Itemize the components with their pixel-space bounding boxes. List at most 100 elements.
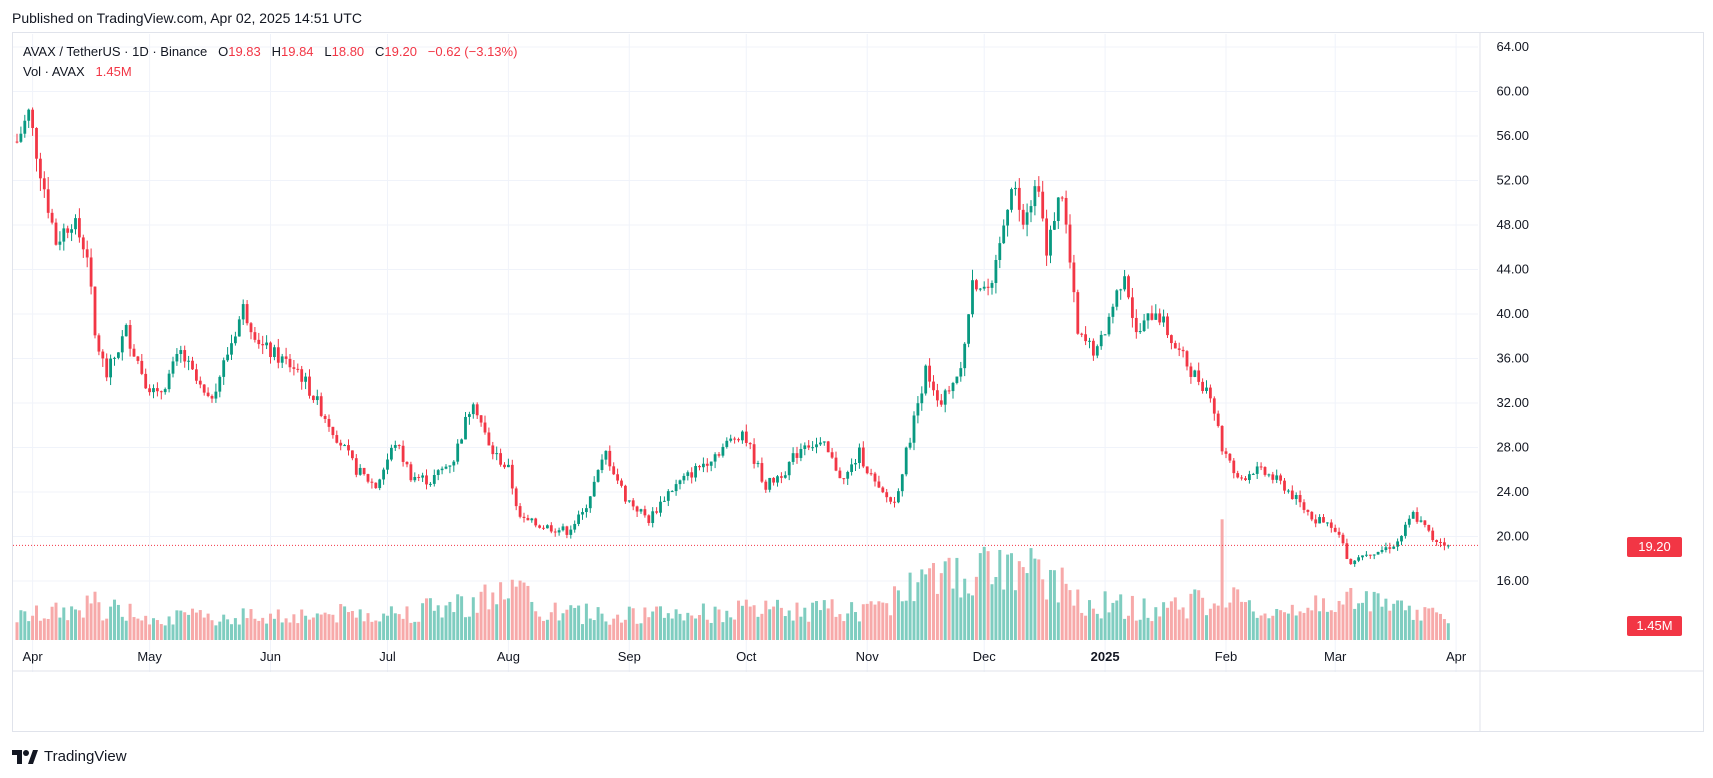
volume-bar (604, 621, 608, 640)
volume-bar (1318, 611, 1322, 640)
candle-body (292, 367, 296, 369)
volume-bar (935, 593, 939, 640)
candle-body (417, 476, 421, 478)
volume-bar (1431, 607, 1435, 640)
volume-bar (1002, 589, 1006, 640)
volume-bar (140, 620, 144, 640)
candle-body (612, 466, 616, 475)
volume-bar (171, 624, 175, 640)
candle-body (920, 393, 924, 404)
volume-bar (616, 614, 620, 640)
candle-body (651, 511, 655, 523)
candle-body (787, 461, 791, 476)
y-tick-label: 32.00 (1496, 395, 1529, 410)
x-tick-label: Jun (260, 649, 281, 664)
candle-body (15, 141, 19, 143)
candle-body (822, 441, 826, 443)
volume-bar (382, 613, 386, 640)
y-tick-label: 20.00 (1496, 529, 1529, 544)
volume-bar (1325, 611, 1329, 640)
candle-body (1337, 531, 1341, 535)
candle-body (690, 472, 694, 478)
candle-body (487, 432, 491, 446)
candle-body (1275, 475, 1279, 480)
candle-body (998, 243, 1002, 261)
volume-bar (280, 622, 284, 640)
candle-body (23, 120, 27, 134)
volume-bar (1244, 602, 1247, 640)
candle-body (756, 463, 760, 465)
y-tick-label: 52.00 (1496, 173, 1529, 188)
volume-bar (643, 607, 647, 640)
candle-body (405, 461, 409, 465)
volume-bar (425, 598, 428, 640)
volume-bar (74, 609, 77, 640)
volume-bar (694, 618, 698, 640)
volume-bar (514, 586, 518, 640)
volume-label[interactable]: Vol · AVAX (23, 64, 85, 79)
candle-body (85, 249, 89, 258)
candle-body (1111, 306, 1115, 317)
candle-body (1443, 542, 1446, 546)
candle-body (187, 360, 190, 362)
volume-bar (959, 597, 963, 640)
volume-bar (561, 613, 565, 640)
volume-bar (998, 549, 1002, 640)
candle-body (152, 388, 155, 393)
tradingview-brand[interactable]: TradingView (12, 748, 127, 765)
volume-bar (471, 597, 475, 640)
candle-body (986, 286, 990, 288)
candle-body (971, 280, 974, 315)
candle-body (27, 109, 31, 121)
candle-body (1298, 495, 1302, 503)
volume-bar (101, 620, 105, 640)
candle-body (261, 344, 265, 346)
volume-bar (467, 616, 471, 640)
volume-bar (479, 591, 483, 640)
candle-body (795, 453, 799, 458)
volume-bar (167, 616, 171, 640)
candle-body (655, 511, 658, 513)
candle-body (534, 518, 538, 526)
candle-body (1365, 554, 1368, 556)
candle-body (191, 360, 194, 370)
candle-body (312, 395, 315, 401)
volume-bar (230, 624, 233, 640)
volume-bar (38, 620, 42, 640)
candle-body (639, 509, 643, 512)
volume-bar (194, 612, 198, 640)
volume-bar (1400, 600, 1403, 640)
candle-body (916, 403, 920, 416)
volume-bar (245, 618, 249, 640)
candle-body (1064, 197, 1068, 225)
x-tick-label: Oct (736, 649, 757, 664)
candle-body (1251, 473, 1255, 475)
volume-bar (971, 595, 974, 640)
candle-body (959, 368, 963, 377)
volume-bar (803, 607, 807, 640)
candle-body (393, 445, 397, 448)
volume-bar (608, 624, 612, 640)
candle-body (460, 439, 463, 444)
candle-body (409, 464, 413, 481)
volume-bar (924, 574, 928, 640)
candle-body (1134, 317, 1138, 333)
volume-bar (66, 620, 70, 640)
volume-bar (955, 557, 959, 640)
candle-body (1158, 313, 1162, 323)
volume-bar (666, 613, 670, 640)
candle-body (319, 396, 323, 416)
candle-body (620, 480, 623, 486)
symbol-label[interactable]: AVAX / TetherUS · 1D · Binance (23, 44, 208, 59)
x-tick-label: Sep (618, 649, 641, 664)
candle-body (304, 376, 307, 382)
candle-body (737, 439, 740, 441)
candle-body (1150, 313, 1154, 320)
candle-body (1396, 541, 1399, 547)
volume-bar (191, 608, 194, 640)
volume-bar (62, 607, 66, 640)
candle-body (573, 523, 577, 530)
volume-bar (1033, 558, 1037, 640)
volume-bar (311, 617, 315, 640)
